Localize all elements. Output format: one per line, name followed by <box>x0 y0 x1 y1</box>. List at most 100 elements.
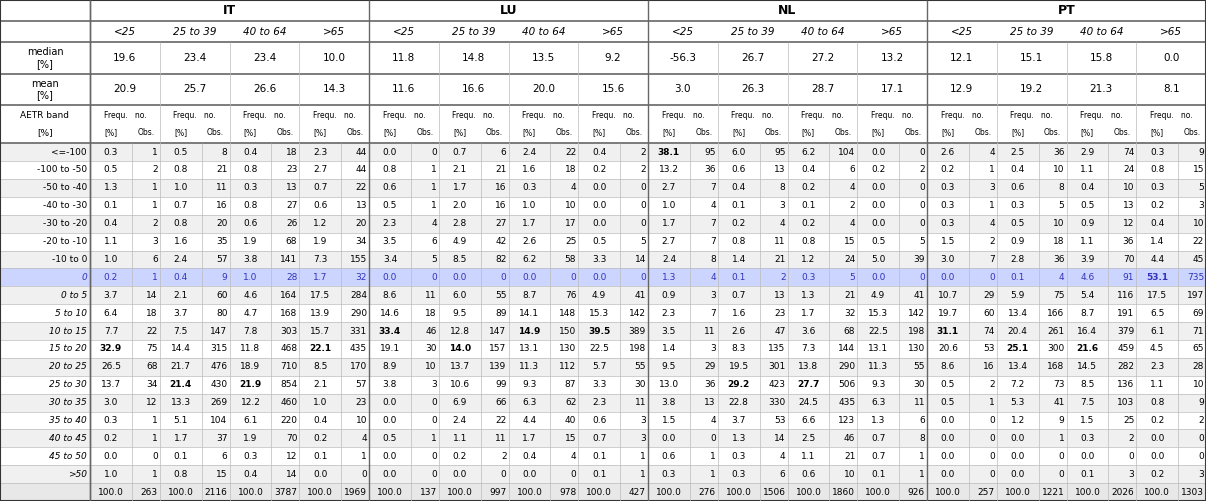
Text: 2.4: 2.4 <box>662 255 677 264</box>
Text: 435: 435 <box>838 398 855 407</box>
Text: 0.3: 0.3 <box>941 219 955 228</box>
Text: 1: 1 <box>152 183 158 192</box>
Text: [%]: [%] <box>314 128 327 137</box>
Text: -10 to 0: -10 to 0 <box>52 255 87 264</box>
Text: 0: 0 <box>362 469 367 478</box>
Text: 22.8: 22.8 <box>728 398 749 407</box>
Text: 0.9: 0.9 <box>1011 237 1025 246</box>
Text: 0.3: 0.3 <box>941 201 955 210</box>
Text: 2.6: 2.6 <box>522 237 537 246</box>
Text: 6: 6 <box>222 452 228 461</box>
Text: 3.0: 3.0 <box>674 85 691 95</box>
Text: 0.5: 0.5 <box>941 398 955 407</box>
Text: 2.7: 2.7 <box>662 237 677 246</box>
Text: 7.7: 7.7 <box>104 327 118 336</box>
Bar <box>0 286 1206 304</box>
Text: 710: 710 <box>280 362 297 371</box>
Text: 23.4: 23.4 <box>183 53 206 63</box>
Text: 2: 2 <box>780 273 785 282</box>
Text: 41: 41 <box>634 291 646 300</box>
Text: 284: 284 <box>350 291 367 300</box>
Text: 2.7: 2.7 <box>314 165 327 174</box>
Text: 0.0: 0.0 <box>871 273 885 282</box>
Text: 15.8: 15.8 <box>1090 53 1113 63</box>
Text: Obs.: Obs. <box>626 128 643 137</box>
Bar <box>0 269 1206 286</box>
Text: 34: 34 <box>356 237 367 246</box>
Text: 0.4: 0.4 <box>174 273 188 282</box>
Text: 1: 1 <box>152 434 158 443</box>
Text: 0.3: 0.3 <box>662 469 677 478</box>
Text: 0.4: 0.4 <box>801 165 815 174</box>
Text: 8: 8 <box>222 148 228 157</box>
Text: 11: 11 <box>216 183 228 192</box>
Text: 41: 41 <box>914 291 925 300</box>
Text: 47: 47 <box>774 327 785 336</box>
Text: 0.8: 0.8 <box>1151 165 1164 174</box>
Text: 0.0: 0.0 <box>941 434 955 443</box>
Text: Obs.: Obs. <box>137 128 154 137</box>
Text: 14: 14 <box>774 434 785 443</box>
Text: 1.7: 1.7 <box>314 273 327 282</box>
Text: 0.8: 0.8 <box>1151 398 1164 407</box>
Bar <box>0 411 1206 429</box>
Text: 22.5: 22.5 <box>868 327 888 336</box>
Text: 3: 3 <box>640 416 646 425</box>
Text: 22.1: 22.1 <box>309 344 332 353</box>
Text: 2: 2 <box>989 380 995 389</box>
Text: 37: 37 <box>216 434 228 443</box>
Text: 25: 25 <box>1123 416 1135 425</box>
Text: 0.0: 0.0 <box>382 398 397 407</box>
Text: 2: 2 <box>152 219 158 228</box>
Text: 5.4: 5.4 <box>1081 291 1095 300</box>
Bar <box>0 483 1206 501</box>
Text: 21: 21 <box>774 255 785 264</box>
Text: [%]: [%] <box>732 128 745 137</box>
Text: 9: 9 <box>1199 148 1204 157</box>
Text: 1.9: 1.9 <box>314 237 327 246</box>
Text: 0.0: 0.0 <box>662 434 677 443</box>
Text: 8: 8 <box>710 255 715 264</box>
Text: 8.7: 8.7 <box>1081 309 1095 318</box>
Text: 14.1: 14.1 <box>520 309 539 318</box>
Text: 1: 1 <box>919 452 925 461</box>
Text: 8.6: 8.6 <box>941 362 955 371</box>
Text: 14.8: 14.8 <box>462 53 485 63</box>
Text: 13.0: 13.0 <box>658 380 679 389</box>
Text: 0: 0 <box>500 273 507 282</box>
Text: 0.2: 0.2 <box>1151 416 1164 425</box>
Text: 9.3: 9.3 <box>871 380 885 389</box>
Text: 27.7: 27.7 <box>797 380 820 389</box>
Text: 6.2: 6.2 <box>801 148 815 157</box>
Text: 29: 29 <box>704 362 715 371</box>
Text: 290: 290 <box>350 309 367 318</box>
Text: 36: 36 <box>1123 237 1135 246</box>
Text: 42: 42 <box>496 237 507 246</box>
Text: 8.5: 8.5 <box>314 362 327 371</box>
Text: 2.3: 2.3 <box>1151 362 1164 371</box>
Text: 24.5: 24.5 <box>798 398 819 407</box>
Text: 1: 1 <box>710 469 715 478</box>
Text: 0.0: 0.0 <box>592 219 607 228</box>
Text: Frequ.   no.: Frequ. no. <box>801 111 844 120</box>
Text: 6.0: 6.0 <box>452 291 467 300</box>
Text: 144: 144 <box>838 344 855 353</box>
Text: 2.6: 2.6 <box>732 327 745 336</box>
Text: 30: 30 <box>634 380 646 389</box>
Text: 6.9: 6.9 <box>452 398 467 407</box>
Text: 1.1: 1.1 <box>1081 237 1095 246</box>
Text: 16.6: 16.6 <box>462 85 485 95</box>
Text: 18.9: 18.9 <box>240 362 260 371</box>
Text: 5: 5 <box>1059 201 1065 210</box>
Text: 53: 53 <box>774 416 785 425</box>
Text: 1.1: 1.1 <box>452 434 467 443</box>
Text: 100.0: 100.0 <box>516 487 543 496</box>
Text: 18: 18 <box>1053 237 1065 246</box>
Text: 26.7: 26.7 <box>740 53 765 63</box>
Text: 6.3: 6.3 <box>871 398 885 407</box>
Text: 6.1: 6.1 <box>244 416 258 425</box>
Text: 0.3: 0.3 <box>732 469 745 478</box>
Text: 11: 11 <box>494 434 507 443</box>
Text: 46: 46 <box>426 327 437 336</box>
Text: 44: 44 <box>356 148 367 157</box>
